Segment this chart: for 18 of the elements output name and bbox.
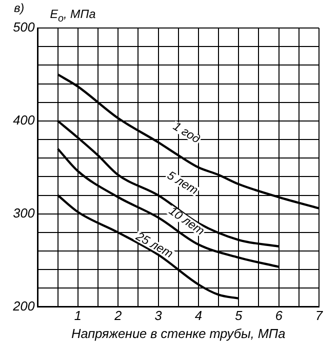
y-axis-title: E$_{o}$, МПа	[50, 7, 96, 24]
x-tick-label: 1	[74, 308, 82, 324]
text: в)	[14, 1, 24, 15]
annotation: 5 лет	[164, 168, 201, 198]
annotation: 10 лет	[166, 204, 208, 238]
x-tick-label: 3	[154, 308, 163, 324]
y-tick-label: 400	[12, 112, 36, 128]
x-tick-label: 2	[113, 308, 122, 324]
x-tick-label: 6	[275, 308, 284, 324]
x-tick-label: 7	[315, 308, 324, 324]
annotation: 1 год	[170, 118, 204, 146]
annotation: 25 лет	[132, 228, 176, 261]
y-tick-label: 500	[12, 20, 36, 35]
x-tick-label: 5	[235, 308, 244, 324]
y-tick-label: 300	[12, 205, 36, 220]
x-tick-label: 4	[194, 308, 202, 324]
x-axis-title: Напряжение в стенке трубы, МПа	[71, 326, 286, 341]
y-tick-label: 200	[12, 298, 36, 314]
